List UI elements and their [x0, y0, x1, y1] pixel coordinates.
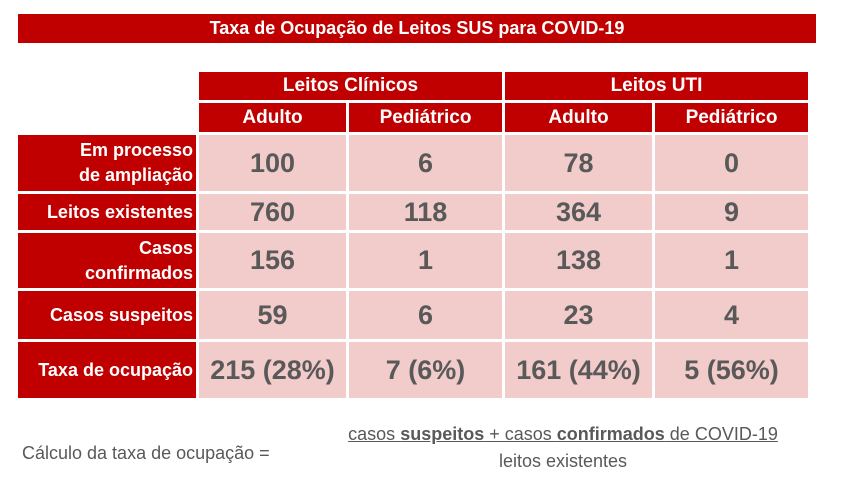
- table-cell: 760: [199, 194, 346, 230]
- row-label-leitos-existentes: Leitos existentes: [18, 194, 196, 230]
- table-cell: 100: [199, 135, 346, 191]
- numerator-part: + casos: [484, 424, 557, 444]
- table-cell: 1: [655, 233, 808, 288]
- numerator-part: casos: [348, 424, 401, 444]
- formula-fraction: casos suspeitos + casos confirmados de C…: [322, 424, 804, 472]
- numerator-confirmados: confirmados: [557, 424, 665, 444]
- table-cell: 4: [655, 291, 808, 339]
- table-cell: 9: [655, 194, 808, 230]
- subheader-uti-adulto: Adulto: [505, 103, 652, 132]
- numerator-part: de COVID-19: [664, 424, 778, 444]
- numerator-suspeitos: suspeitos: [400, 424, 484, 444]
- corner-blank-2: [18, 103, 196, 132]
- table-cell: 5 (56%): [655, 342, 808, 398]
- row-label-em-processo: Em processo de ampliação: [18, 135, 196, 191]
- row-label-casos-suspeitos: Casos suspeitos: [18, 291, 196, 339]
- occupancy-table: Leitos Clínicos Leitos UTI Adulto Pediát…: [18, 72, 808, 398]
- subheader-clinicos-adulto: Adulto: [199, 103, 346, 132]
- table-cell: 161 (44%): [505, 342, 652, 398]
- table-cell: 215 (28%): [199, 342, 346, 398]
- table-cell: 0: [655, 135, 808, 191]
- table-cell: 78: [505, 135, 652, 191]
- subheader-clinicos-pediatrico: Pediátrico: [349, 103, 502, 132]
- row-label-taxa-ocupacao: Taxa de ocupação: [18, 342, 196, 398]
- table-cell: 118: [349, 194, 502, 230]
- subheader-uti-pediatrico: Pediátrico: [655, 103, 808, 132]
- table-title: Taxa de Ocupação de Leitos SUS para COVI…: [18, 14, 816, 43]
- table-cell: 364: [505, 194, 652, 230]
- table-cell: 59: [199, 291, 346, 339]
- group-header-leitos-uti: Leitos UTI: [505, 72, 808, 100]
- table-cell: 1: [349, 233, 502, 288]
- table-cell: 156: [199, 233, 346, 288]
- table-cell: 6: [349, 135, 502, 191]
- table-cell: 138: [505, 233, 652, 288]
- table-cell: 6: [349, 291, 502, 339]
- row-label-casos-confirmados: Casos confirmados: [18, 233, 196, 288]
- corner-blank: [18, 72, 196, 100]
- table-cell: 7 (6%): [349, 342, 502, 398]
- numerator-bold-suspeitos: suspeitos: [400, 424, 485, 444]
- formula-label: Cálculo da taxa de ocupação =: [22, 443, 270, 463]
- group-header-leitos-clinicos: Leitos Clínicos: [199, 72, 502, 100]
- numerator-bold-confirmados: confirmados: [556, 424, 665, 444]
- formula-numerator: casos suspeitos + casos confirmados de C…: [322, 424, 804, 446]
- formula-denominator: leitos existentes: [498, 451, 628, 471]
- table-cell: 23: [505, 291, 652, 339]
